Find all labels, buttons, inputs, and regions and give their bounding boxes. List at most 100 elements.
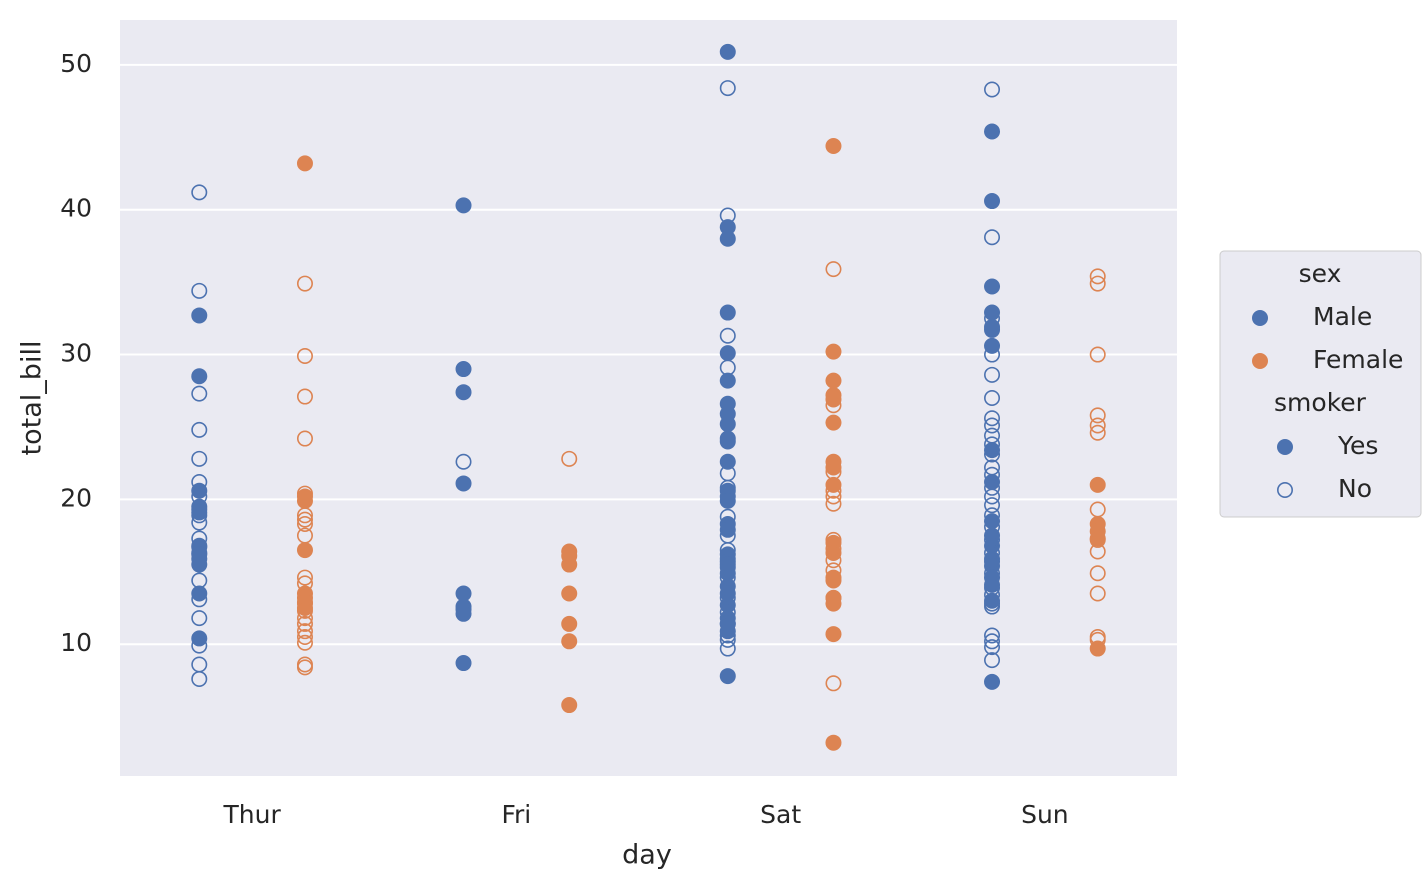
point [984,627,1001,644]
point [984,497,1001,514]
point [825,675,842,692]
point [984,652,1001,669]
point [984,586,1001,603]
point [984,479,1001,496]
point [191,670,208,687]
point [984,310,1001,327]
point [825,372,842,389]
point [984,673,1001,690]
point [984,598,1001,615]
point [825,589,842,606]
grid [120,63,1177,646]
x-tick-label: Thur [223,800,282,829]
point [825,138,842,154]
point [296,430,313,447]
point [191,572,208,589]
point [984,488,1001,505]
point [1089,501,1106,518]
legend-label: Female [1313,345,1403,374]
point [455,197,472,214]
point [719,556,736,573]
point [561,697,578,714]
point [984,321,1001,338]
marks [191,43,1106,751]
x-tick-label: Sun [1021,800,1069,829]
point [455,605,472,622]
point [719,569,736,586]
point [719,207,736,224]
point [719,80,736,97]
point [1089,585,1106,602]
point [296,542,313,559]
point [455,585,472,602]
point [191,501,208,518]
point [191,368,208,385]
point [561,615,578,632]
point [825,495,842,512]
point [296,515,313,532]
point [825,459,842,476]
point [984,633,1001,650]
point [191,450,208,467]
point [719,508,736,525]
point [1089,268,1106,285]
point [984,531,1001,548]
point [719,304,736,321]
point [984,346,1001,363]
y-tick-label: 20 [60,483,92,512]
point [1089,407,1106,424]
point [191,507,208,524]
legend-title: sex [1299,259,1342,288]
point [455,453,472,470]
point [719,359,736,376]
point [191,546,208,563]
point [191,585,208,602]
point [719,604,736,621]
point [561,450,578,467]
x-tick-label: Fri [501,800,531,829]
point [455,601,472,618]
y-tick-label: 30 [60,339,92,368]
point [719,416,736,433]
point [825,343,842,360]
point [984,513,1001,530]
point [191,184,208,201]
point [984,278,1001,295]
legend-marker [1277,439,1293,455]
point [719,372,736,389]
point [296,634,313,651]
point [984,446,1001,463]
point [191,637,208,654]
point [455,475,472,492]
point [984,366,1001,383]
point [455,361,472,378]
point [984,579,1001,596]
point [825,595,842,612]
point [719,433,736,450]
point [719,631,736,648]
point [984,427,1001,444]
point [984,304,1001,321]
point [1089,417,1106,434]
point [296,485,313,502]
point [719,668,736,685]
point [1089,476,1106,493]
point [561,633,578,650]
point [984,466,1001,483]
point [984,436,1001,453]
point [1089,531,1106,548]
point [825,540,842,557]
point [825,463,842,480]
point [296,155,313,172]
point [825,488,842,505]
point [984,639,1001,656]
point [825,397,842,414]
legend-marker [1252,310,1268,326]
point [1089,424,1106,441]
point [825,476,842,493]
point [825,261,842,278]
point [191,539,208,556]
point [191,514,208,531]
point [719,627,736,644]
point [719,219,736,236]
